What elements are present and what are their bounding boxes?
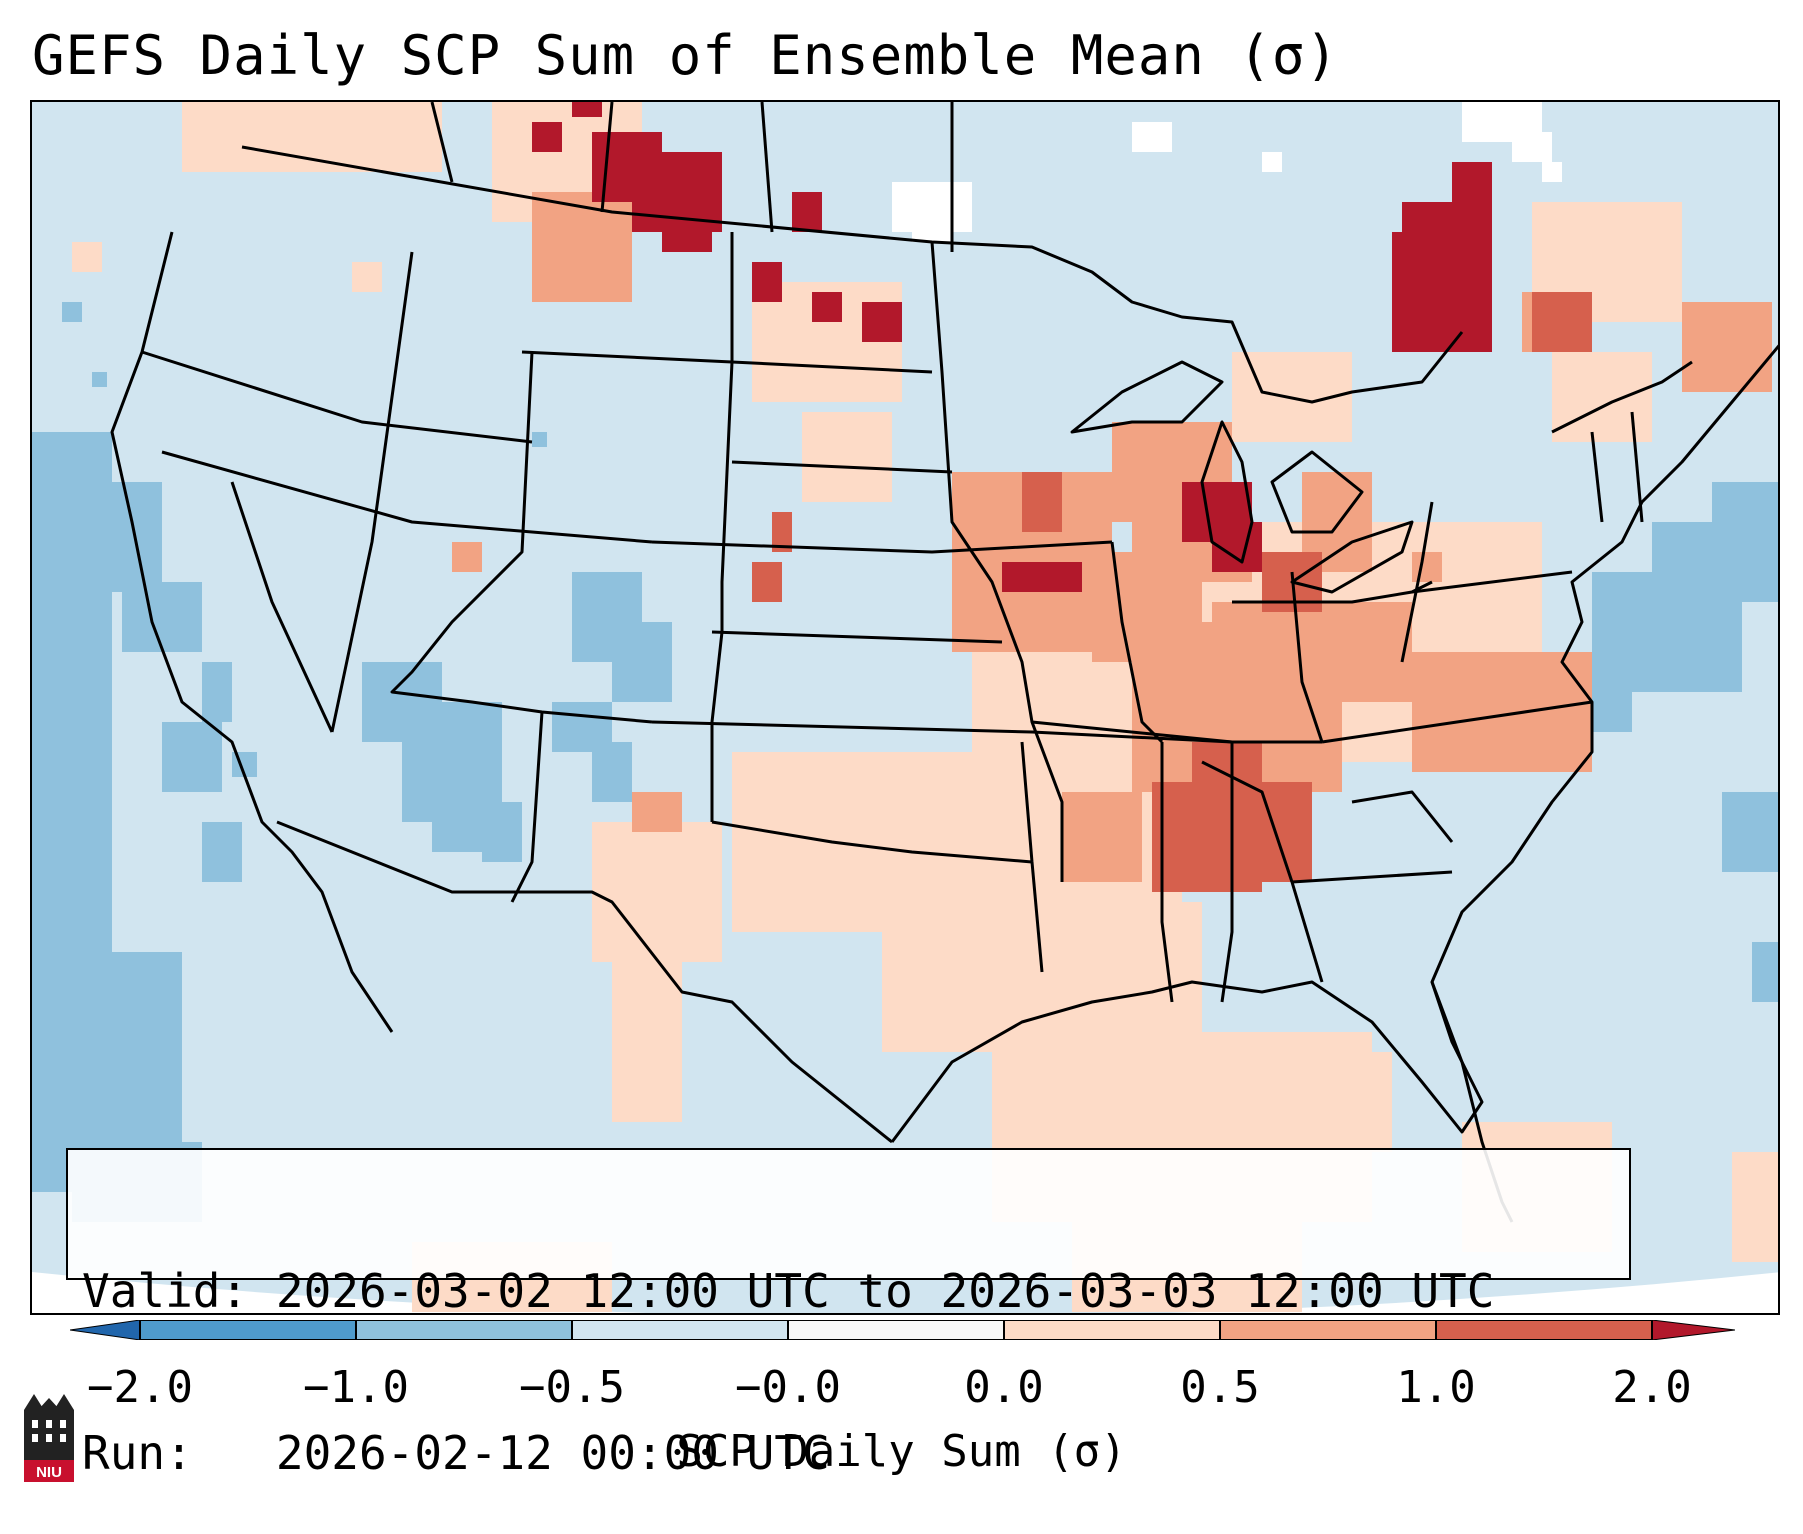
valid-label: Valid: (82, 1264, 249, 1318)
colorbar-bin-3 (572, 1320, 788, 1340)
boundary-lines (110, 102, 1778, 1223)
chart-title: GEFS Daily SCP Sum of Ensemble Mean (σ) (32, 24, 1339, 87)
lake-erie (1290, 520, 1414, 594)
colorbar-tick: −2.0 (87, 1362, 193, 1413)
valid-time: 2026-03-02 12:00 UTC to 2026-03-03 12:00… (275, 1264, 1495, 1318)
colorbar-tick: 1.0 (1396, 1362, 1476, 1413)
colorbar-bin-4 (788, 1320, 1004, 1340)
border-mexico-us (276, 820, 893, 1144)
colorbar-bin-6 (1220, 1320, 1436, 1340)
run-label: Run: (82, 1426, 193, 1480)
colorbar-bin-5 (1004, 1320, 1220, 1340)
lake-huron (1270, 450, 1364, 534)
colorbar-tick: 2.0 (1612, 1362, 1692, 1413)
lake-michigan (1200, 420, 1254, 564)
colorbar-tick: 0.0 (964, 1362, 1044, 1413)
colorbar-arrow-low (70, 1320, 140, 1340)
colorbar-label: SCP Daily Sum (σ) (676, 1426, 1127, 1477)
map-panel (30, 100, 1780, 1315)
region-atlantic-negative (1552, 482, 1778, 1002)
colorbar-bin-7 (1436, 1320, 1652, 1340)
region-great-basin-negative (202, 432, 672, 862)
colorbar (70, 1320, 1735, 1340)
region-very-strong-positive (532, 102, 1492, 592)
colorbar-tick: −0.0 (735, 1362, 841, 1413)
map-svg (32, 102, 1778, 1313)
colorbar-tick: 0.5 (1180, 1362, 1260, 1413)
region-white-patches (892, 102, 1562, 242)
coast-pacific (110, 231, 394, 1033)
colorbar-bin-2 (356, 1320, 572, 1340)
colorbar-tick: −0.5 (519, 1362, 625, 1413)
projection-edge-bottom (32, 1272, 1778, 1313)
colorbar-bin-1 (140, 1320, 356, 1340)
valid-row: Valid: 2026-03-02 12:00 UTC to 2026-03-0… (82, 1264, 1615, 1318)
logo-text: NIU (36, 1464, 62, 1481)
colorbar-arrow-high (1652, 1320, 1735, 1340)
region-strong-positive (752, 292, 1592, 892)
run-row: Run: 2026-02-12 00:00 UTC (82, 1426, 1615, 1480)
niu-logo-icon: NIU (24, 1394, 74, 1482)
valid-run-info-box: Valid: 2026-03-02 12:00 UTC to 2026-03-0… (66, 1148, 1631, 1480)
lake-superior (1070, 360, 1224, 434)
colorbar-tick: −1.0 (303, 1362, 409, 1413)
run-time: 2026-02-12 00:00 UTC (275, 1426, 830, 1480)
